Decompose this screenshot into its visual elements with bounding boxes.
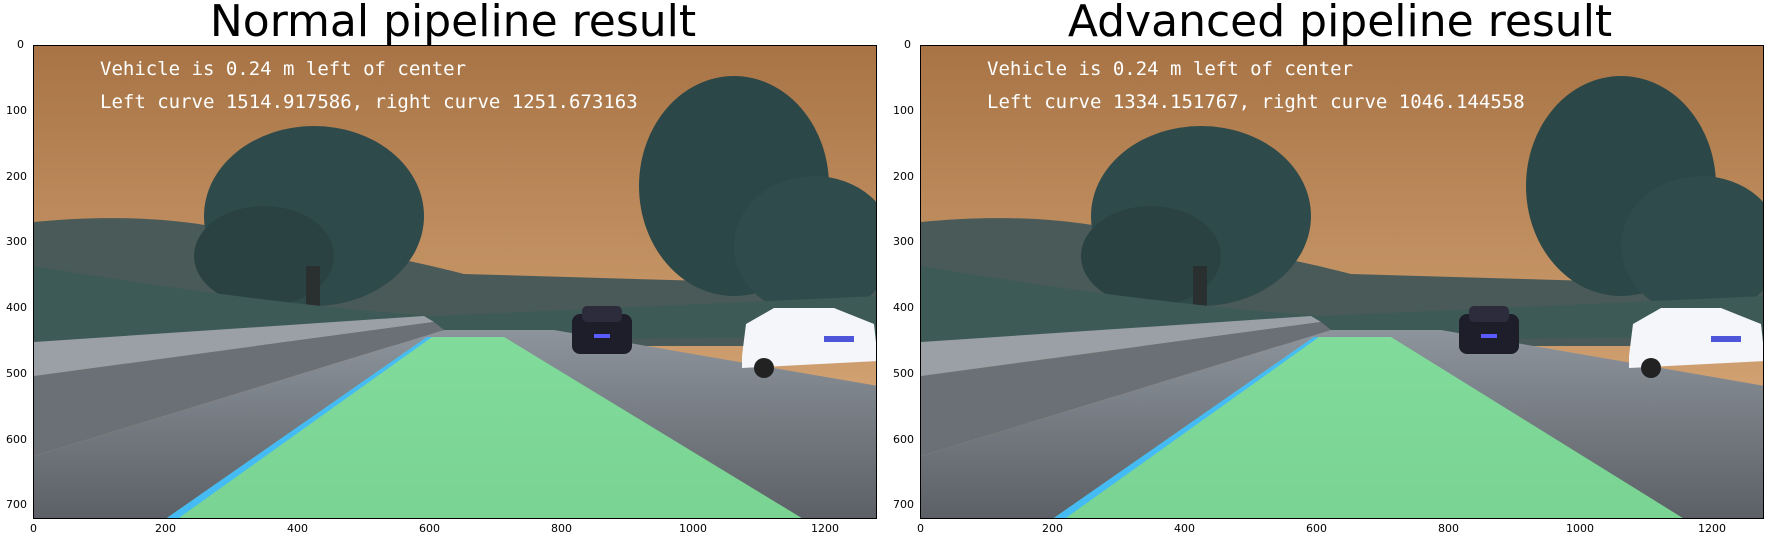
y-tick-label: 500 bbox=[6, 367, 27, 380]
x-tick-label: 600 bbox=[419, 522, 440, 535]
guard-rail bbox=[34, 316, 434, 376]
y-tick-label: 300 bbox=[893, 235, 914, 248]
x-tick-label: 800 bbox=[551, 522, 572, 535]
panel-title: Normal pipeline result bbox=[209, 0, 697, 47]
x-tick-label: 1200 bbox=[1698, 522, 1726, 535]
x-tick-label: 400 bbox=[1174, 522, 1195, 535]
y-tick-label: 500 bbox=[893, 367, 914, 380]
car-white bbox=[1629, 308, 1763, 378]
overlay-vehicle-offset: Vehicle is 0.24 m left of center bbox=[987, 58, 1353, 80]
y-tick-label: 100 bbox=[893, 104, 914, 117]
road-image: Vehicle is 0.24 m left of center Left cu… bbox=[34, 46, 876, 518]
overlay-curvature: Left curve 1514.917586, right curve 1251… bbox=[100, 91, 638, 113]
panel-title: Advanced pipeline result bbox=[1067, 0, 1613, 47]
overlay-vehicle-offset: Vehicle is 0.24 m left of center bbox=[100, 58, 466, 80]
lane-edge-left bbox=[166, 337, 432, 518]
image-frame: Vehicle is 0.24 m left of center Left cu… bbox=[920, 45, 1764, 519]
y-tick-label: 700 bbox=[6, 498, 27, 511]
lane-overlay bbox=[1053, 337, 1683, 518]
car-dark bbox=[572, 306, 632, 354]
y-tick-label: 300 bbox=[6, 235, 27, 248]
x-tick-label: 600 bbox=[1306, 522, 1327, 535]
x-tick-label: 1000 bbox=[679, 522, 707, 535]
overlay-curvature: Left curve 1334.151767, right curve 1046… bbox=[987, 91, 1525, 113]
car-white bbox=[742, 308, 876, 378]
y-tick-label: 0 bbox=[17, 38, 24, 51]
lane-edge-left bbox=[1053, 337, 1319, 518]
x-tick-label: 1000 bbox=[1566, 522, 1594, 535]
x-tick-label: 400 bbox=[287, 522, 308, 535]
y-tick-label: 700 bbox=[893, 498, 914, 511]
y-tick-label: 200 bbox=[6, 170, 27, 183]
y-tick-label: 100 bbox=[6, 104, 27, 117]
y-tick-label: 400 bbox=[893, 301, 914, 314]
car-dark bbox=[1459, 306, 1519, 354]
y-tick-label: 200 bbox=[893, 170, 914, 183]
x-tick-label: 0 bbox=[917, 522, 924, 535]
image-frame: Vehicle is 0.24 m left of center Left cu… bbox=[33, 45, 877, 519]
x-tick-label: 1200 bbox=[811, 522, 839, 535]
lane-overlay bbox=[166, 337, 802, 518]
road-image: Vehicle is 0.24 m left of center Left cu… bbox=[921, 46, 1763, 518]
y-tick-label: 600 bbox=[6, 433, 27, 446]
y-tick-label: 0 bbox=[904, 38, 911, 51]
y-tick-label: 400 bbox=[6, 301, 27, 314]
y-tick-label: 600 bbox=[893, 433, 914, 446]
x-tick-label: 0 bbox=[30, 522, 37, 535]
guard-rail bbox=[921, 316, 1321, 376]
x-tick-label: 800 bbox=[1438, 522, 1459, 535]
x-tick-label: 200 bbox=[1042, 522, 1063, 535]
x-tick-label: 200 bbox=[155, 522, 176, 535]
